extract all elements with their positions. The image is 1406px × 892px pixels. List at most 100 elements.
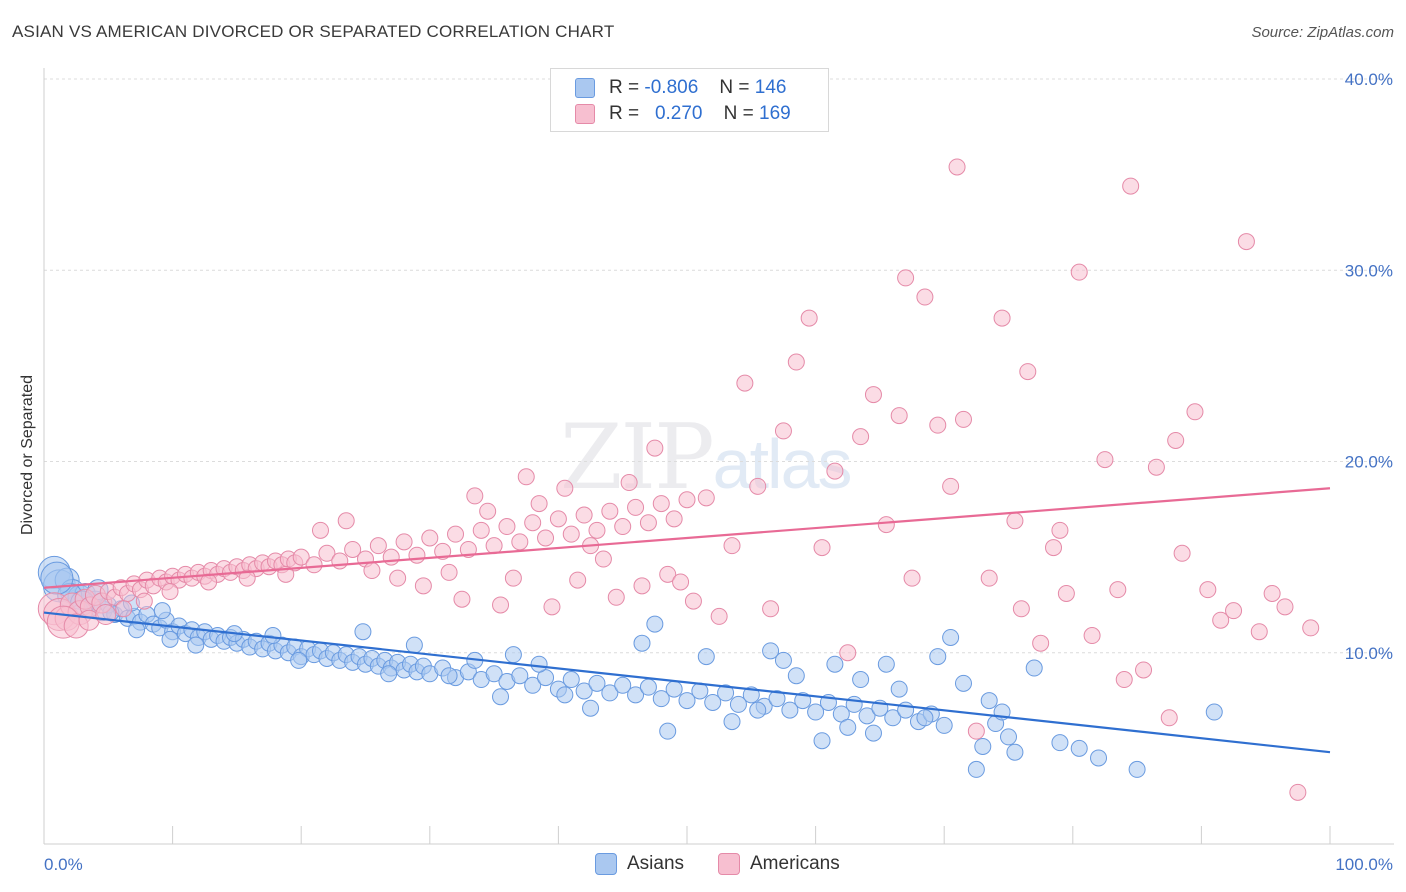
trend-line-asians: [43, 611, 1331, 754]
data-point: [1012, 600, 1030, 618]
data-point: [537, 529, 555, 547]
data-point: [1051, 521, 1069, 539]
data-point: [582, 699, 600, 717]
data-point: [1205, 703, 1223, 721]
data-point: [614, 676, 632, 694]
data-point: [607, 588, 625, 606]
bottom-legend-label-asians: Asians: [627, 853, 685, 874]
data-point: [1122, 177, 1140, 195]
chart-title: ASIAN VS AMERICAN DIVORCED OR SEPARATED …: [12, 22, 615, 41]
data-point: [813, 732, 831, 750]
data-point: [852, 671, 870, 689]
data-point: [639, 678, 657, 696]
data-point: [575, 682, 593, 700]
data-point: [459, 540, 477, 558]
data-point: [890, 407, 908, 425]
data-point: [569, 571, 587, 589]
data-point: [652, 690, 670, 708]
legend-r-value: -0.806: [644, 77, 699, 98]
data-point: [1070, 739, 1088, 757]
data-point: [1019, 363, 1037, 381]
data-point: [1250, 623, 1268, 641]
data-point: [511, 667, 529, 685]
bottom-legend-label-americans: Americans: [750, 853, 840, 874]
data-point: [556, 686, 574, 704]
y-tick-label: 20.0%: [1345, 453, 1393, 472]
data-point: [942, 628, 960, 646]
data-point: [1199, 581, 1217, 599]
legend-r-value: 0.270: [654, 103, 703, 124]
data-point: [929, 648, 947, 666]
data-point: [678, 692, 696, 710]
data-point: [916, 709, 934, 727]
data-point: [665, 680, 683, 698]
data-point: [762, 642, 780, 660]
data-point: [498, 518, 516, 536]
data-point: [723, 713, 741, 731]
data-point: [794, 692, 812, 710]
data-point: [575, 506, 593, 524]
data-point: [363, 562, 381, 580]
data-point: [1173, 544, 1191, 562]
data-point: [311, 521, 329, 539]
data-point: [543, 598, 561, 616]
data-point: [421, 529, 439, 547]
data-point: [187, 636, 205, 654]
data-point: [1302, 619, 1320, 637]
y-tick-label: 30.0%: [1345, 261, 1393, 280]
legend-n-value: 146: [754, 77, 787, 98]
series-americans: [37, 158, 1320, 801]
data-point: [974, 737, 992, 755]
data-point: [864, 724, 882, 742]
data-point: [697, 489, 715, 507]
data-point: [95, 604, 117, 625]
data-point: [479, 502, 497, 520]
y-tick-label: 40.0%: [1345, 70, 1393, 89]
data-point: [1070, 263, 1088, 281]
data-point: [1090, 749, 1108, 767]
y-tick-label: 10.0%: [1345, 644, 1393, 663]
data-point: [549, 510, 567, 528]
data-point: [935, 716, 953, 734]
legend-n-value: 169: [759, 103, 791, 124]
data-point: [1057, 584, 1075, 602]
data-point: [639, 514, 657, 532]
data-point: [1160, 709, 1178, 727]
data-point: [517, 468, 535, 486]
data-point: [659, 565, 677, 583]
data-point: [897, 269, 915, 287]
data-point: [665, 510, 683, 528]
bottom-legend-swatch-americans: [718, 853, 740, 875]
data-point: [864, 386, 882, 404]
data-point: [704, 693, 722, 711]
data-point: [1147, 458, 1165, 476]
data-point: [774, 651, 792, 669]
data-point: [504, 569, 522, 587]
data-point: [504, 646, 522, 664]
data-point: [659, 722, 677, 740]
data-point: [762, 600, 780, 618]
data-point: [562, 671, 580, 689]
data-point: [331, 552, 349, 570]
data-point: [736, 374, 754, 392]
data-point: [993, 309, 1011, 327]
data-point: [633, 634, 651, 652]
data-point: [1096, 451, 1114, 469]
data-point: [408, 546, 426, 564]
legend-r-label: R =: [609, 103, 640, 124]
data-point: [115, 600, 133, 618]
data-point: [492, 596, 510, 614]
data-point: [1225, 602, 1243, 620]
data-point: [389, 569, 407, 587]
data-point: [929, 416, 947, 434]
data-point: [380, 665, 398, 683]
data-point: [1289, 783, 1307, 801]
series-asians: [37, 555, 1223, 778]
data-point: [787, 353, 805, 371]
data-point: [1025, 659, 1043, 677]
data-point: [466, 487, 484, 505]
data-point: [826, 462, 844, 480]
data-point: [588, 674, 606, 692]
data-point: [485, 537, 503, 555]
data-point: [787, 667, 805, 685]
